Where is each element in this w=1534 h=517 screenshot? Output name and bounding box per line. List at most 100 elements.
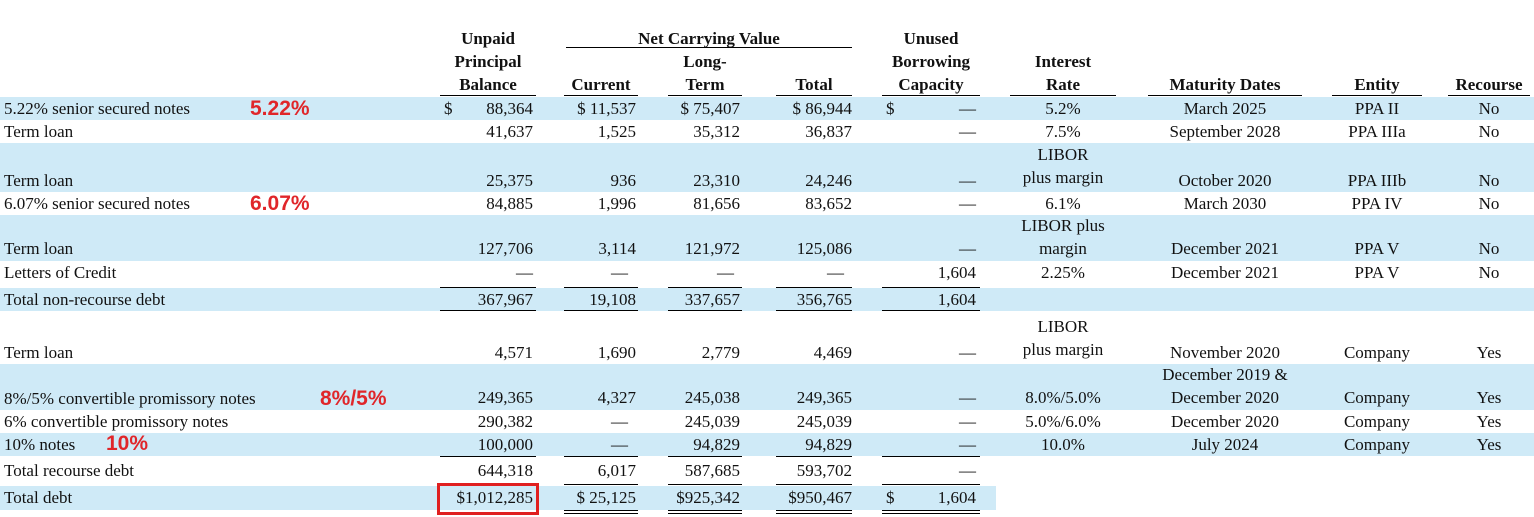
long-term-value: 35,312 bbox=[693, 122, 740, 141]
maturity-date: July 2024 bbox=[1191, 435, 1259, 454]
double-rule bbox=[776, 510, 852, 511]
table-row: 8%/5% convertible promissory notes 8%/5%… bbox=[0, 364, 1534, 410]
row-label: Total debt bbox=[4, 488, 73, 507]
header-unused: Unused Borrowing Capacity bbox=[882, 27, 980, 96]
entity: PPA IIIb bbox=[1347, 171, 1407, 190]
table-row: Term loan 4,571 1,690 2,779 4,469 — LIBO… bbox=[0, 315, 1534, 364]
header-interest-line2: Rate bbox=[1046, 75, 1080, 94]
interest-rate-line1: LIBOR plus bbox=[1021, 216, 1105, 235]
row-label: Letters of Credit bbox=[4, 263, 117, 282]
unpaid-balance: 100,000 bbox=[477, 435, 533, 454]
unpaid-balance: 25,375 bbox=[486, 171, 533, 190]
interest-rate-line2: margin bbox=[1039, 239, 1087, 258]
table-row: Term loan 41,637 1,525 35,312 36,837 — 7… bbox=[0, 120, 1534, 143]
row-label: 6% convertible promissory notes bbox=[4, 412, 229, 431]
header-rule-recourse bbox=[1448, 95, 1530, 96]
long-term-value: 94,829 bbox=[693, 435, 740, 454]
header-unused-line1: Unused bbox=[903, 29, 959, 48]
current-value: 1,525 bbox=[597, 122, 636, 141]
header-rule-unused bbox=[882, 95, 980, 96]
maturity-date: October 2020 bbox=[1178, 171, 1272, 190]
interest-rate-line2: plus margin bbox=[1022, 168, 1104, 187]
unused-capacity: — bbox=[959, 461, 976, 480]
header-unpaid-line3: Balance bbox=[459, 75, 517, 94]
double-rule bbox=[564, 510, 638, 511]
maturity-date: September 2028 bbox=[1169, 122, 1281, 141]
header-current: Current bbox=[571, 75, 631, 94]
unused-capacity: — bbox=[959, 194, 976, 213]
current-value: $ 25,125 bbox=[576, 488, 637, 507]
row-label: 10% notes bbox=[4, 435, 76, 454]
header-rule-maturity bbox=[1148, 95, 1302, 96]
table-row: Term loan 127,706 3,114 121,972 125,086 … bbox=[0, 215, 1534, 261]
unused-capacity: — bbox=[959, 388, 976, 407]
total-value: — bbox=[827, 263, 844, 282]
table-row: Total non-recourse debt 367,967 19,108 3… bbox=[0, 288, 1534, 311]
header-unpaid-line1: Unpaid bbox=[461, 29, 515, 48]
unused-capacity: — bbox=[959, 343, 976, 362]
subtotal-rule bbox=[776, 287, 852, 288]
unused-capacity: 1,604 bbox=[937, 488, 976, 507]
interest-rate-line2: plus margin bbox=[1022, 340, 1104, 359]
total-value: 125,086 bbox=[796, 239, 852, 258]
subtotal-rule bbox=[564, 287, 638, 288]
entity: PPA V bbox=[1354, 263, 1400, 282]
header-rule-unpaid bbox=[440, 95, 536, 96]
header-interest-line1: Interest bbox=[1034, 52, 1092, 71]
interest-rate: 5.2% bbox=[1045, 99, 1081, 118]
total-value: 249,365 bbox=[796, 388, 852, 407]
row-label: Term loan bbox=[4, 122, 74, 141]
row-label: Term loan bbox=[4, 343, 74, 362]
current-value: 19,108 bbox=[589, 290, 636, 309]
current-value: 3,114 bbox=[598, 239, 636, 258]
maturity-date-line1: December 2019 & bbox=[1162, 365, 1288, 384]
total-rule bbox=[440, 310, 536, 311]
row-label: Term loan bbox=[4, 171, 74, 190]
recourse: No bbox=[1478, 263, 1500, 282]
subtotal-rule bbox=[882, 456, 980, 457]
maturity-date-line2: December 2020 bbox=[1170, 388, 1280, 407]
total-value: $ 86,944 bbox=[792, 99, 853, 118]
long-term-value: $925,342 bbox=[676, 488, 740, 507]
double-rule bbox=[882, 513, 980, 514]
double-rule bbox=[668, 513, 742, 514]
interest-rate: 6.1% bbox=[1045, 194, 1081, 213]
header-net-carrying-value: Net Carrying Value bbox=[638, 29, 780, 48]
interest-rate: 7.5% bbox=[1045, 122, 1081, 141]
maturity-date: November 2020 bbox=[1169, 343, 1280, 362]
total-value: 83,652 bbox=[805, 194, 852, 213]
total-rule bbox=[564, 310, 638, 311]
total-value: 36,837 bbox=[805, 122, 852, 141]
header-unused-line3: Capacity bbox=[898, 75, 964, 94]
total-rule bbox=[668, 310, 742, 311]
maturity-date: December 2021 bbox=[1170, 263, 1280, 282]
entity: PPA V bbox=[1354, 239, 1400, 258]
unpaid-balance: 644,318 bbox=[477, 461, 533, 480]
table-row: 6% convertible promissory notes 290,382 … bbox=[0, 410, 1534, 433]
total-value: 245,039 bbox=[796, 412, 852, 431]
table-row: 6.07% senior secured notes 6.07% 84,885 … bbox=[0, 192, 1534, 215]
current-value: 4,327 bbox=[597, 388, 636, 407]
long-term-value: 23,310 bbox=[693, 171, 740, 190]
row-label: Total recourse debt bbox=[4, 461, 135, 480]
entity: PPA IIIa bbox=[1348, 122, 1406, 141]
unpaid-balance: 290,382 bbox=[477, 412, 533, 431]
header-unpaid: Unpaid Principal Balance bbox=[440, 27, 536, 96]
maturity-date: March 2025 bbox=[1183, 99, 1267, 118]
interest-rate: 2.25% bbox=[1041, 263, 1085, 282]
unused-capacity: 1,604 bbox=[937, 290, 976, 309]
recourse: No bbox=[1478, 171, 1500, 190]
recourse: Yes bbox=[1476, 435, 1502, 454]
current-value: — bbox=[611, 412, 628, 431]
subtotal-rule bbox=[440, 456, 536, 457]
unpaid-balance: 367,967 bbox=[477, 290, 533, 309]
unused-capacity: — bbox=[959, 99, 976, 118]
total-value: $950,467 bbox=[788, 488, 852, 507]
table-row: 10% notes 10% 100,000 — 94,829 94,829 — … bbox=[0, 433, 1534, 456]
long-term-value: — bbox=[717, 263, 734, 282]
double-rule bbox=[882, 510, 980, 511]
subtotal-rule bbox=[882, 287, 980, 288]
long-term-value: 81,656 bbox=[693, 194, 740, 213]
header-interest: Interest Rate bbox=[1010, 50, 1116, 96]
unpaid-balance: 249,365 bbox=[477, 388, 533, 407]
